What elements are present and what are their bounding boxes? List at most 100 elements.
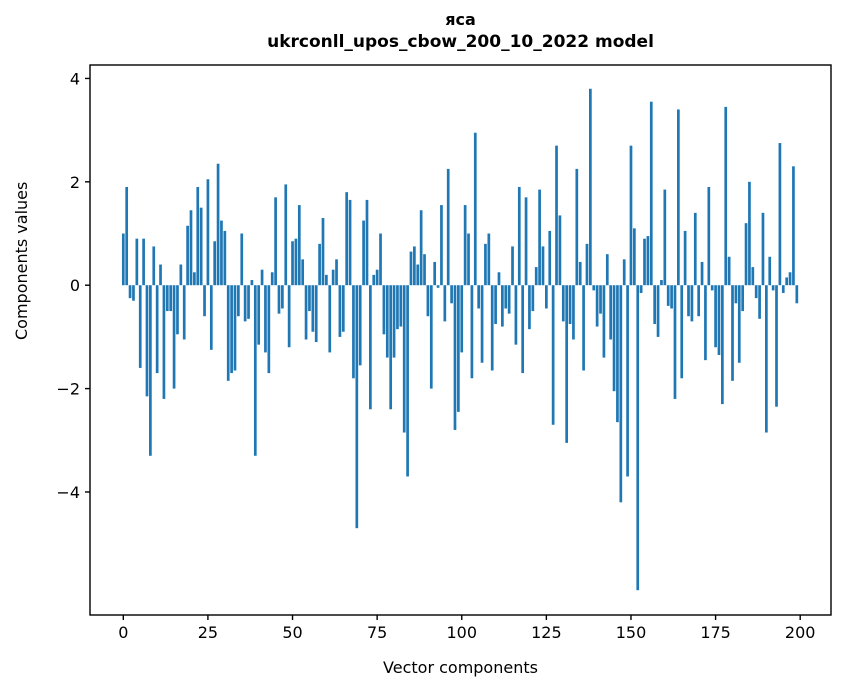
x-axis-label: Vector components	[383, 658, 538, 677]
bar	[693, 212, 697, 286]
bar	[545, 285, 548, 309]
bar	[365, 199, 369, 286]
bar	[602, 285, 606, 358]
y-tick-label: 2	[70, 173, 80, 192]
bar	[429, 285, 433, 389]
bar	[714, 285, 717, 348]
bar	[622, 259, 626, 286]
bar	[727, 256, 731, 286]
bar	[443, 285, 447, 322]
bar	[754, 285, 758, 299]
bar	[348, 199, 352, 286]
bar	[670, 285, 673, 309]
bar	[142, 238, 145, 286]
bar	[172, 285, 176, 389]
bar	[162, 285, 166, 399]
bar	[406, 285, 409, 477]
bar	[511, 246, 514, 286]
bar	[453, 285, 457, 430]
bar	[575, 168, 579, 286]
bar	[203, 285, 206, 317]
bar	[467, 233, 470, 286]
bar	[379, 233, 382, 286]
bar	[341, 285, 345, 332]
bar	[253, 285, 257, 456]
bar	[189, 210, 193, 286]
bar	[507, 285, 511, 314]
bar	[257, 285, 261, 345]
bar	[277, 285, 281, 314]
bar	[396, 285, 399, 330]
bar	[589, 88, 592, 286]
bar	[318, 243, 321, 286]
bar	[741, 285, 745, 312]
bar	[629, 145, 633, 286]
bar	[369, 285, 372, 410]
bar	[595, 285, 599, 327]
bar	[521, 285, 525, 374]
bar	[490, 285, 494, 371]
bar	[619, 285, 623, 503]
bar	[572, 285, 575, 340]
bar	[233, 285, 237, 371]
bar	[267, 285, 271, 374]
bar	[352, 285, 355, 379]
bar	[704, 285, 707, 361]
bar	[155, 285, 159, 374]
bar	[436, 285, 440, 288]
bar	[284, 184, 288, 286]
bar	[551, 285, 555, 425]
bar	[301, 259, 305, 286]
bar	[781, 285, 785, 293]
bar	[612, 285, 616, 392]
bar	[744, 223, 748, 286]
y-tick-label: 4	[70, 69, 80, 88]
bar	[223, 230, 227, 286]
bar	[209, 285, 213, 350]
y-tick-label: −4	[56, 483, 80, 502]
bar	[501, 285, 504, 327]
bar	[375, 269, 379, 286]
bar	[697, 285, 701, 317]
x-tick-label: 125	[531, 623, 562, 642]
bar	[460, 285, 464, 353]
bar	[775, 285, 778, 407]
bar	[531, 285, 535, 312]
bar	[649, 101, 653, 286]
bar	[419, 210, 423, 286]
bar	[524, 197, 528, 286]
bar	[311, 285, 315, 332]
bar	[737, 285, 741, 363]
x-tick-label: 50	[282, 623, 302, 642]
bar	[609, 285, 613, 340]
bar	[446, 168, 450, 286]
bar	[176, 285, 179, 335]
x-tick-label: 75	[367, 623, 387, 642]
bar	[653, 285, 657, 324]
bar	[788, 272, 792, 286]
bar	[294, 238, 298, 286]
bar	[274, 197, 277, 286]
bar	[626, 285, 629, 477]
bar	[565, 285, 569, 443]
bar	[237, 285, 240, 317]
bar	[358, 285, 362, 366]
bar	[440, 205, 443, 286]
bar	[226, 285, 230, 381]
bar	[724, 106, 728, 286]
x-tick-label: 0	[118, 623, 128, 642]
bar	[308, 285, 311, 312]
bar	[761, 212, 765, 286]
bar	[199, 207, 203, 286]
bar	[145, 285, 149, 397]
bar	[639, 285, 643, 293]
bar	[331, 269, 335, 286]
bar	[568, 285, 572, 324]
bar	[321, 218, 325, 286]
bar	[281, 285, 284, 309]
bar	[487, 233, 491, 286]
chart-title-word: яса	[445, 10, 476, 29]
bar	[470, 285, 474, 379]
bar	[605, 254, 609, 286]
bar	[220, 220, 223, 286]
